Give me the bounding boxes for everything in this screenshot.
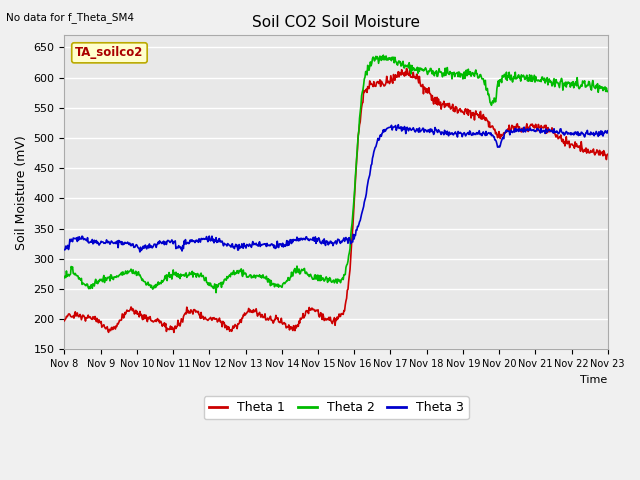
Text: No data for f_Theta_SM4: No data for f_Theta_SM4 — [6, 12, 134, 23]
Legend: Theta 1, Theta 2, Theta 3: Theta 1, Theta 2, Theta 3 — [204, 396, 468, 420]
X-axis label: Time: Time — [580, 374, 608, 384]
Title: Soil CO2 Soil Moisture: Soil CO2 Soil Moisture — [252, 15, 420, 30]
Text: TA_soilco2: TA_soilco2 — [76, 47, 143, 60]
Y-axis label: Soil Moisture (mV): Soil Moisture (mV) — [15, 135, 28, 250]
